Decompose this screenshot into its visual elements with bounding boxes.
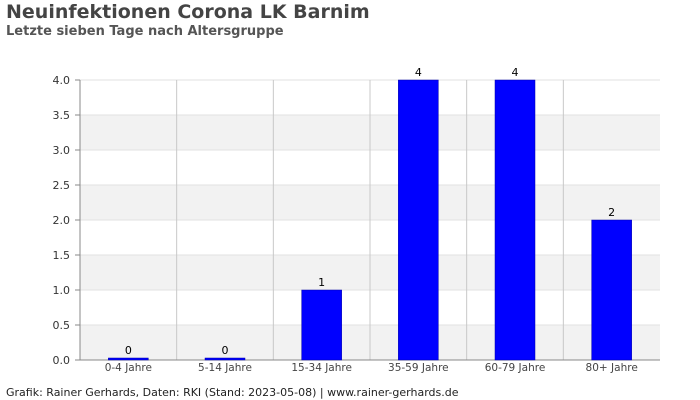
y-tick-label: 1.5 xyxy=(53,249,71,262)
y-tick-label: 0.5 xyxy=(53,319,71,332)
bar xyxy=(301,289,342,361)
x-tick-label: 80+ Jahre xyxy=(586,362,638,374)
y-tick-label: 4.0 xyxy=(53,74,71,87)
y-tick-label: 0.0 xyxy=(53,354,71,367)
y-tick-label: 1.0 xyxy=(53,284,71,297)
x-tick-label: 15-34 Jahre xyxy=(291,362,352,374)
source-credit: Grafik: Rainer Gerhards, Daten: RKI (Sta… xyxy=(6,386,459,399)
y-tick-label: 2.0 xyxy=(53,214,71,227)
data-label: 2 xyxy=(608,206,615,219)
x-tick-label: 35-59 Jahre xyxy=(388,362,449,374)
bar xyxy=(108,357,149,361)
data-label: 1 xyxy=(318,276,325,289)
x-tick-label: 60-79 Jahre xyxy=(485,362,546,374)
data-label: 4 xyxy=(415,66,422,79)
bar xyxy=(494,79,536,361)
chart-subtitle: Letzte sieben Tage nach Altersgruppe xyxy=(6,24,284,39)
bar xyxy=(591,219,632,361)
data-label: 0 xyxy=(222,344,229,357)
y-tick-label: 3.0 xyxy=(53,144,71,157)
x-tick-label: 0-4 Jahre xyxy=(105,362,152,374)
x-tick-label: 5-14 Jahre xyxy=(198,362,252,374)
y-tick-label: 2.5 xyxy=(53,179,71,192)
y-tick-label: 3.5 xyxy=(53,109,71,122)
bar xyxy=(204,357,246,361)
data-label: 4 xyxy=(512,66,519,79)
chart-title: Neuinfektionen Corona LK Barnim xyxy=(6,1,370,23)
data-label: 0 xyxy=(125,344,132,357)
bar xyxy=(398,79,439,361)
